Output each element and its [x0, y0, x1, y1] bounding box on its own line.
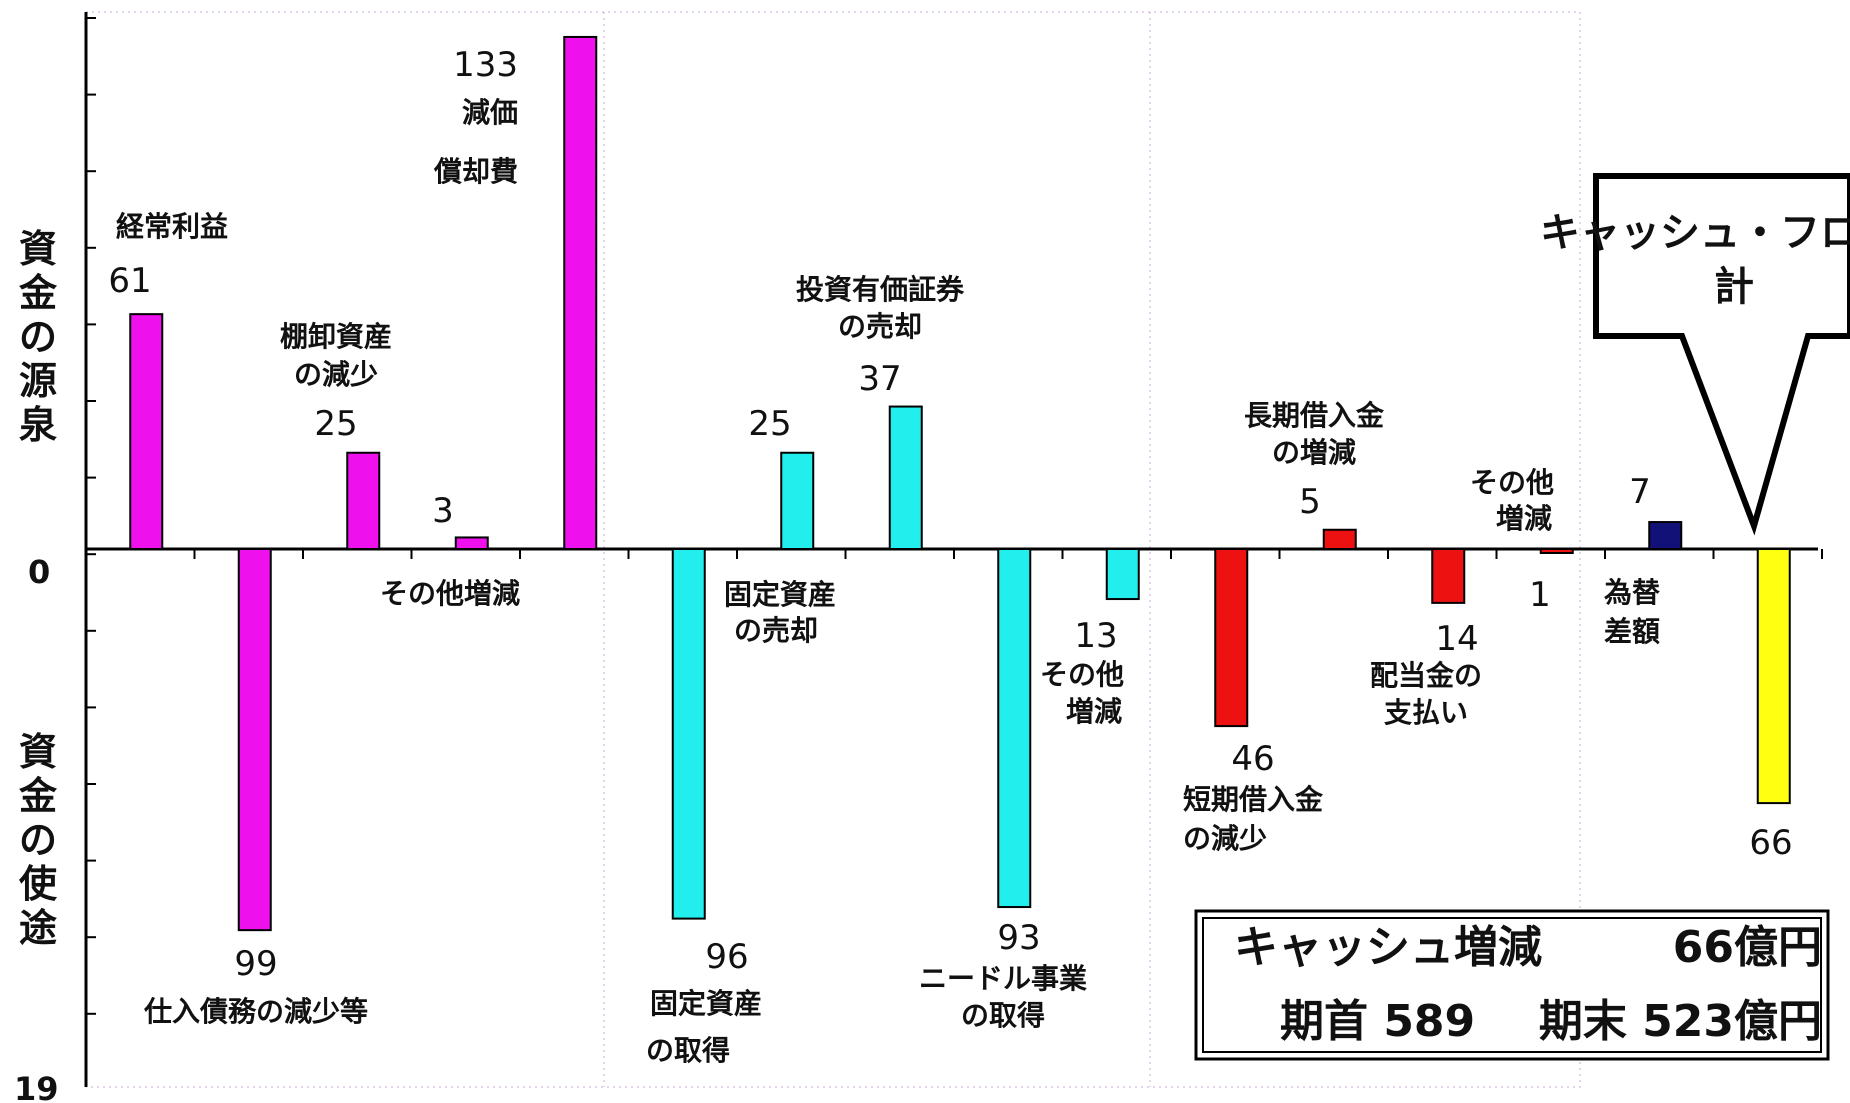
bar-b11	[1214, 548, 1249, 728]
background-grid	[85, 11, 1581, 1088]
callout-line-2: 計	[1714, 264, 1754, 310]
value-label-b6: 96	[705, 937, 748, 977]
source-label-char: の	[19, 315, 57, 359]
y-tick-zero: 0	[28, 553, 50, 591]
y-tick-bottom: 19	[14, 1070, 59, 1103]
use-label-char: 途	[19, 906, 57, 950]
value-label-b2: 99	[234, 944, 277, 984]
summary-end-balance: 期末 523億円	[1539, 996, 1822, 1047]
category-label-b8: の売却	[838, 310, 922, 343]
source-label-char: 泉	[19, 403, 57, 447]
labels-group: 61経常利益99仕入債務の減少等25棚卸資産の減少3その他増減133減価償却費9…	[108, 45, 1792, 1067]
value-label-b16: 66	[1749, 823, 1792, 863]
use-label-char: 資	[19, 730, 57, 774]
callout-box: キャッシュ・フロー 計	[1540, 173, 1850, 536]
bar-b2	[237, 548, 272, 932]
summary-inner-border	[1202, 917, 1822, 1053]
category-label-b7: 固定資産	[724, 578, 836, 611]
category-label-b15: 差額	[1604, 615, 1660, 648]
category-label-b2: 仕入債務の減少等	[143, 995, 368, 1028]
bar-b10	[1105, 548, 1140, 601]
bar-b5	[563, 35, 598, 550]
summary-outer-border	[1194, 909, 1830, 1061]
summary-start-balance: 期首 589	[1280, 996, 1475, 1047]
value-label-b14: 1	[1529, 575, 1551, 615]
bar-b8	[888, 405, 923, 550]
category-label-b13: 配当金の	[1370, 659, 1482, 692]
source-label-char: 源	[19, 359, 57, 403]
category-label-b12: 長期借入金	[1244, 399, 1385, 432]
category-label-b14: その他	[1470, 466, 1554, 499]
category-label-b4: その他増減	[380, 577, 520, 610]
bar-b16	[1756, 548, 1791, 805]
callout-shape	[1593, 173, 1850, 536]
summary-change-label: キャッシュ増減	[1234, 922, 1542, 973]
callout-line-1: キャッシュ・フロー	[1540, 210, 1850, 256]
use-label-char: 使	[19, 862, 58, 906]
category-label-b5: 減価	[462, 96, 518, 129]
category-label-b11: の減少	[1183, 822, 1267, 855]
bar-b14	[1539, 548, 1574, 554]
bar-b1	[129, 313, 164, 550]
category-label-b15: 為替	[1604, 576, 1660, 609]
category-label-b3: 棚卸資産	[280, 320, 392, 353]
value-label-b12: 5	[1299, 482, 1321, 522]
use-label-char: 金	[18, 774, 58, 818]
category-label-b1: 経常利益	[116, 210, 228, 243]
value-label-b8: 37	[858, 359, 901, 399]
bar-b13	[1431, 548, 1466, 604]
category-label-b13: 支払い	[1384, 696, 1468, 729]
category-label-b10: その他	[1040, 658, 1124, 691]
source-label-char: 資	[19, 227, 57, 271]
bar-b9	[997, 548, 1032, 909]
value-label-b11: 46	[1231, 739, 1274, 779]
category-label-b12: の増減	[1272, 436, 1356, 469]
category-label-b3: の減少	[294, 358, 378, 391]
value-label-b10: 13	[1074, 616, 1117, 656]
bar-b15	[1648, 521, 1683, 550]
category-label-b14: 増減	[1496, 502, 1552, 535]
summary-change-value: 66億円	[1673, 922, 1822, 973]
bar-b3	[346, 451, 381, 550]
category-label-b9: ニードル事業	[919, 962, 1087, 995]
category-label-b5: 償却費	[433, 155, 518, 188]
category-label-b11: 短期借入金	[1183, 783, 1324, 816]
bars-group	[129, 35, 1791, 932]
value-label-b1: 61	[108, 261, 151, 301]
value-label-b15: 7	[1629, 472, 1651, 512]
value-label-b7: 25	[748, 404, 791, 444]
bar-b7	[780, 451, 815, 550]
category-label-b8: 投資有価証券	[796, 273, 965, 306]
category-label-b10: 増減	[1066, 695, 1122, 728]
value-label-b9: 93	[997, 918, 1040, 958]
bar-b4	[454, 536, 489, 551]
bar-b12	[1322, 528, 1357, 550]
category-label-b6: 固定資産	[650, 987, 762, 1020]
category-label-b9: の取得	[961, 999, 1045, 1032]
bar-b6	[671, 548, 706, 920]
use-label-char: の	[19, 818, 57, 862]
value-label-b5: 133	[453, 45, 518, 85]
category-label-b7: の売却	[734, 614, 818, 647]
summary-box: キャッシュ増減 66億円 期首 589 期末 523億円	[1194, 909, 1830, 1061]
source-label-char: 金	[18, 271, 58, 315]
value-label-b13: 14	[1435, 619, 1478, 659]
value-label-b4: 3	[432, 491, 454, 531]
category-label-b6: の取得	[646, 1034, 730, 1067]
value-label-b3: 25	[314, 404, 357, 444]
